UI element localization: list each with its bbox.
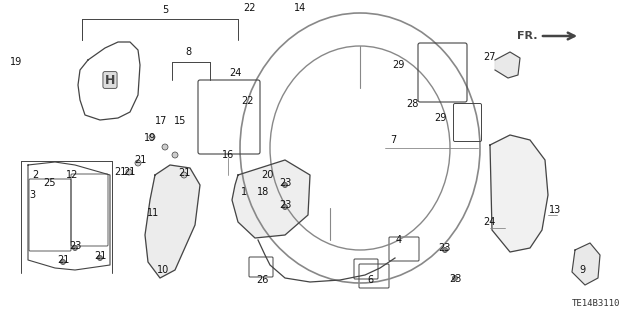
- Text: 5: 5: [162, 5, 168, 15]
- Circle shape: [97, 256, 102, 261]
- Text: 15: 15: [174, 116, 186, 126]
- Text: 12: 12: [66, 170, 78, 180]
- Text: 6: 6: [367, 275, 373, 285]
- Text: 18: 18: [257, 187, 269, 197]
- Text: 11: 11: [147, 208, 159, 218]
- Text: 24: 24: [229, 68, 241, 78]
- Text: 26: 26: [256, 275, 268, 285]
- Text: 23: 23: [438, 243, 450, 253]
- Text: 9: 9: [579, 265, 585, 275]
- Text: 23: 23: [279, 200, 291, 210]
- Text: 4: 4: [396, 235, 402, 245]
- Polygon shape: [572, 243, 600, 285]
- Text: 10: 10: [157, 265, 169, 275]
- Circle shape: [72, 246, 77, 250]
- Circle shape: [172, 152, 178, 158]
- Text: 21: 21: [178, 168, 190, 178]
- Text: 20: 20: [261, 170, 273, 180]
- Text: 7: 7: [390, 135, 396, 145]
- Text: 21: 21: [94, 251, 106, 261]
- Text: 27: 27: [484, 52, 496, 62]
- Polygon shape: [232, 160, 310, 238]
- Text: 25: 25: [43, 178, 55, 188]
- Text: 22: 22: [244, 3, 256, 13]
- Polygon shape: [145, 165, 200, 278]
- Text: H: H: [105, 73, 115, 86]
- Text: 21: 21: [123, 167, 135, 177]
- Text: 23: 23: [279, 178, 291, 188]
- Text: 13: 13: [549, 205, 561, 215]
- Circle shape: [135, 160, 141, 166]
- Text: 23: 23: [449, 274, 461, 284]
- Circle shape: [452, 276, 458, 280]
- Text: 21: 21: [134, 155, 146, 165]
- Text: 29: 29: [434, 113, 446, 123]
- Text: 29: 29: [392, 60, 404, 70]
- Polygon shape: [490, 135, 548, 252]
- Circle shape: [282, 204, 287, 210]
- Text: 1: 1: [241, 187, 247, 197]
- Circle shape: [162, 144, 168, 150]
- Text: 2: 2: [32, 170, 38, 180]
- Text: 21: 21: [57, 255, 69, 265]
- Text: FR.: FR.: [516, 31, 537, 41]
- Text: 17: 17: [155, 116, 167, 126]
- Text: 14: 14: [294, 3, 306, 13]
- Circle shape: [442, 248, 447, 253]
- Text: 3: 3: [29, 190, 35, 200]
- Circle shape: [126, 169, 132, 175]
- Circle shape: [181, 172, 187, 178]
- Text: 28: 28: [406, 99, 418, 109]
- Text: 23: 23: [69, 241, 81, 251]
- Text: 16: 16: [222, 150, 234, 160]
- Text: 8: 8: [185, 47, 191, 57]
- Polygon shape: [495, 52, 520, 78]
- Circle shape: [149, 134, 155, 140]
- Text: 24: 24: [483, 217, 495, 227]
- Text: TE14B3110: TE14B3110: [572, 299, 620, 308]
- Circle shape: [61, 259, 65, 264]
- Text: 21: 21: [114, 167, 126, 177]
- Text: 19: 19: [144, 133, 156, 143]
- Text: 22: 22: [242, 96, 254, 106]
- Text: 19: 19: [10, 57, 22, 67]
- Circle shape: [282, 182, 287, 188]
